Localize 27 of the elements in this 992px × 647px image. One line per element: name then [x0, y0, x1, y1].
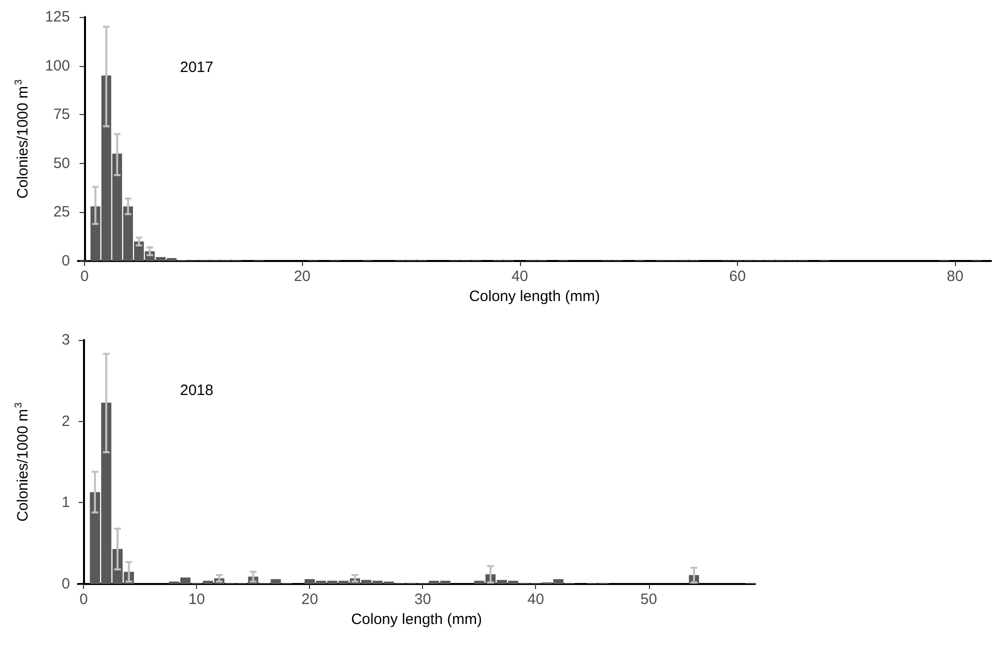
y-tick-label: 25 — [53, 204, 70, 221]
y-tick-label: 75 — [53, 106, 70, 124]
y-axis-title: Colonies/1000 m3 — [14, 402, 32, 522]
y-tick-label: 0 — [62, 252, 70, 270]
x-axis-title: Colony length (mm) — [469, 288, 600, 305]
x-tick-label: 40 — [527, 591, 544, 608]
x-tick-label: 50 — [640, 591, 658, 608]
x-tick-label: 0 — [79, 591, 88, 608]
y-tick-label: 50 — [53, 154, 70, 172]
y-tick-label: 3 — [62, 332, 70, 348]
x-tick-label: 40 — [511, 268, 528, 285]
text: 2018 — [180, 382, 214, 399]
x-tick-label: 10 — [188, 591, 206, 608]
x-tick-label: 80 — [946, 268, 964, 285]
x-tick-label: 20 — [294, 268, 311, 285]
x-tick-label: 20 — [301, 591, 318, 608]
y-tick-label: 125 — [44, 8, 70, 26]
x-tick-label: 30 — [414, 591, 432, 608]
y-tick-label: 1 — [62, 494, 70, 512]
x-axis-title: Colony length (mm) — [351, 611, 482, 628]
y-tick-label: 2 — [62, 412, 70, 430]
y-tick-label: 0 — [62, 576, 70, 592]
text: 2017 — [180, 59, 214, 76]
x-tick-label: 0 — [80, 268, 89, 285]
y-tick-label: 100 — [44, 57, 70, 74]
x-tick-label: 60 — [729, 268, 746, 285]
y-axis-title: Colonies/1000 m3 — [14, 79, 32, 199]
